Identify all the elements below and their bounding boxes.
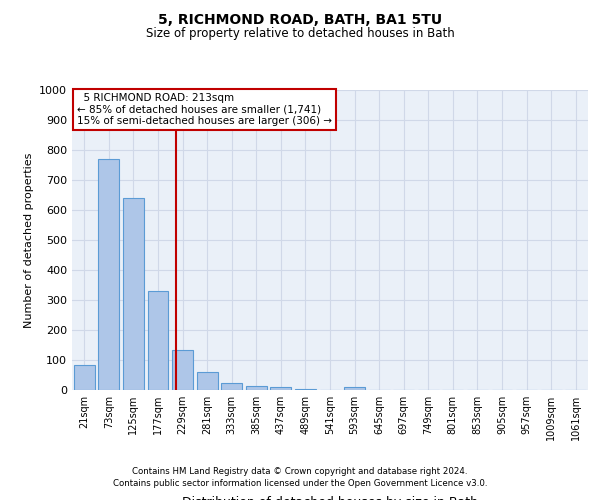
Text: 5, RICHMOND ROAD, BATH, BA1 5TU: 5, RICHMOND ROAD, BATH, BA1 5TU bbox=[158, 12, 442, 26]
Bar bbox=[295, 388, 316, 390]
Y-axis label: Number of detached properties: Number of detached properties bbox=[23, 152, 34, 328]
Bar bbox=[148, 291, 169, 390]
Text: Contains HM Land Registry data © Crown copyright and database right 2024.: Contains HM Land Registry data © Crown c… bbox=[132, 467, 468, 476]
Bar bbox=[74, 364, 95, 390]
Bar bbox=[344, 387, 365, 390]
Bar bbox=[271, 387, 292, 390]
X-axis label: Distribution of detached houses by size in Bath: Distribution of detached houses by size … bbox=[182, 496, 478, 500]
Bar bbox=[246, 386, 267, 390]
Text: 5 RICHMOND ROAD: 213sqm
← 85% of detached houses are smaller (1,741)
15% of semi: 5 RICHMOND ROAD: 213sqm ← 85% of detache… bbox=[77, 93, 332, 126]
Text: Contains public sector information licensed under the Open Government Licence v3: Contains public sector information licen… bbox=[113, 478, 487, 488]
Text: Size of property relative to detached houses in Bath: Size of property relative to detached ho… bbox=[146, 28, 454, 40]
Bar bbox=[197, 372, 218, 390]
Bar bbox=[221, 384, 242, 390]
Bar bbox=[172, 350, 193, 390]
Bar bbox=[123, 198, 144, 390]
Bar bbox=[98, 159, 119, 390]
